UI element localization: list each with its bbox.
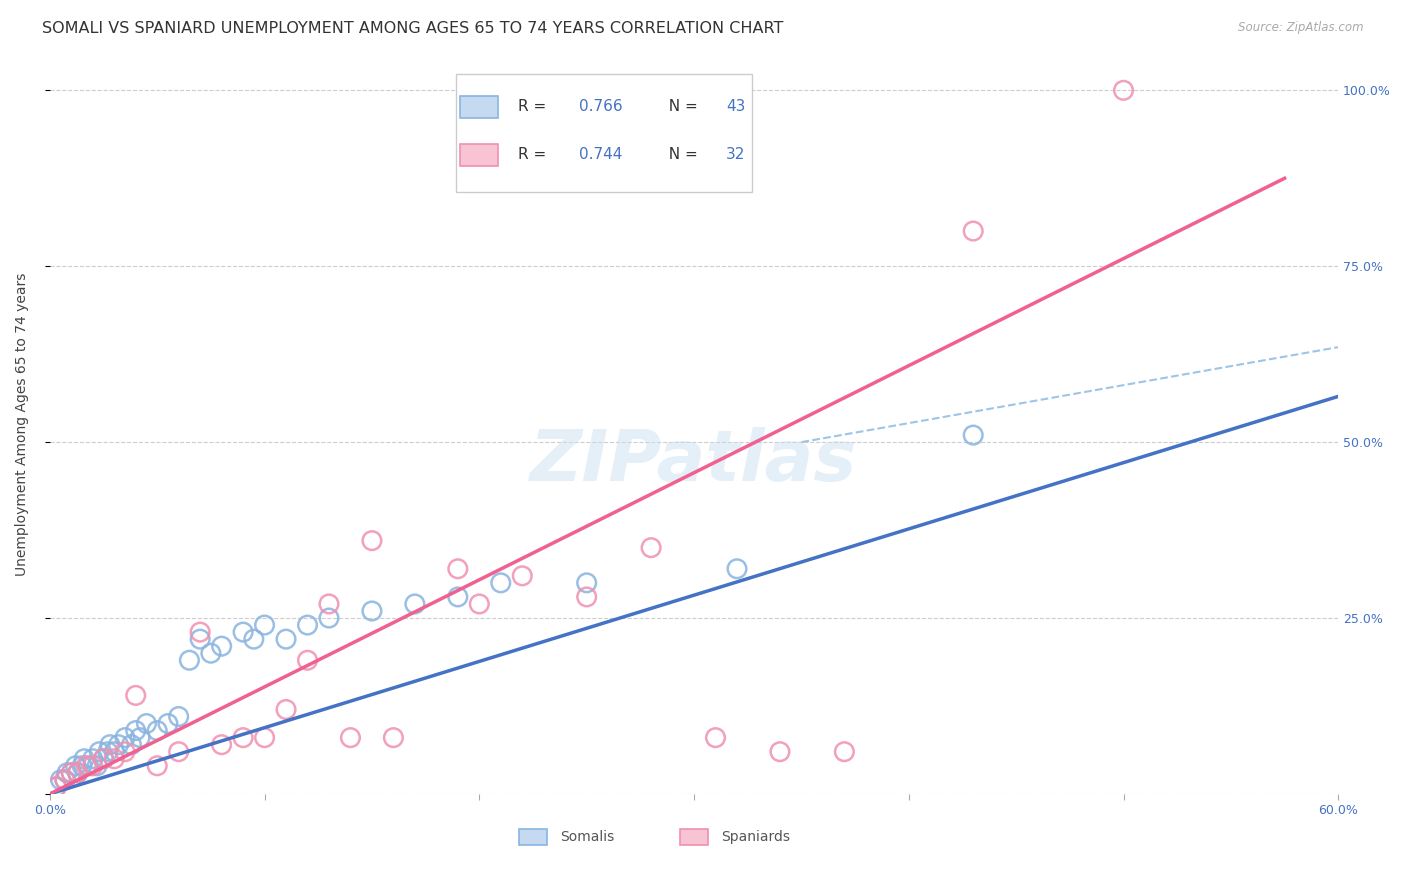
- Point: [156, 716, 179, 731]
- Point: [188, 625, 211, 640]
- Text: N =: N =: [659, 147, 703, 162]
- Point: [318, 611, 340, 625]
- Point: [232, 625, 254, 640]
- Point: [82, 752, 104, 766]
- Point: [114, 731, 136, 745]
- Point: [962, 224, 984, 238]
- Point: [382, 731, 405, 745]
- Point: [575, 590, 598, 604]
- Point: [232, 731, 254, 745]
- Point: [447, 590, 470, 604]
- Point: [167, 745, 190, 759]
- Point: [253, 618, 276, 632]
- Point: [339, 731, 361, 745]
- Point: [56, 765, 79, 780]
- Point: [45, 780, 67, 794]
- Point: [60, 765, 83, 780]
- Point: [146, 723, 169, 738]
- Point: [704, 731, 727, 745]
- Text: Somalis: Somalis: [560, 830, 614, 844]
- Point: [211, 738, 233, 752]
- Point: [103, 745, 125, 759]
- Point: [77, 759, 100, 773]
- Point: [211, 639, 233, 653]
- Text: 32: 32: [727, 147, 745, 162]
- Point: [135, 716, 157, 731]
- Point: [73, 752, 96, 766]
- Point: [49, 772, 72, 787]
- Bar: [456, 74, 752, 192]
- Point: [129, 731, 152, 745]
- Point: [640, 541, 662, 555]
- Bar: [681, 829, 709, 845]
- Text: N =: N =: [659, 99, 703, 114]
- Point: [86, 759, 108, 773]
- Bar: [460, 95, 498, 118]
- Point: [297, 653, 319, 667]
- Y-axis label: Unemployment Among Ages 65 to 74 years: Unemployment Among Ages 65 to 74 years: [15, 273, 30, 576]
- Point: [361, 533, 384, 548]
- Point: [89, 745, 111, 759]
- Text: R =: R =: [517, 99, 551, 114]
- Text: ZIPatlas: ZIPatlas: [530, 427, 858, 496]
- Point: [60, 765, 83, 780]
- Point: [179, 653, 201, 667]
- Point: [274, 632, 297, 647]
- Point: [93, 752, 115, 766]
- Point: [97, 745, 120, 759]
- Point: [70, 759, 93, 773]
- Text: 0.766: 0.766: [579, 99, 623, 114]
- Point: [253, 731, 276, 745]
- Point: [114, 745, 136, 759]
- Point: [65, 759, 87, 773]
- Point: [125, 723, 148, 738]
- Point: [107, 738, 129, 752]
- Point: [404, 597, 426, 611]
- Point: [66, 765, 89, 780]
- Point: [489, 575, 512, 590]
- Point: [200, 646, 222, 660]
- Point: [1112, 83, 1135, 97]
- Point: [66, 765, 89, 780]
- Point: [297, 618, 319, 632]
- Point: [318, 597, 340, 611]
- Point: [82, 759, 104, 773]
- Point: [146, 759, 169, 773]
- Text: Spaniards: Spaniards: [721, 830, 790, 844]
- Point: [120, 738, 142, 752]
- Point: [103, 752, 125, 766]
- Point: [75, 759, 97, 773]
- Bar: [519, 829, 547, 845]
- Point: [769, 745, 792, 759]
- Point: [510, 569, 533, 583]
- Text: 0.744: 0.744: [579, 147, 623, 162]
- Point: [125, 689, 148, 703]
- Point: [725, 562, 748, 576]
- Text: Source: ZipAtlas.com: Source: ZipAtlas.com: [1239, 21, 1364, 34]
- Point: [188, 632, 211, 647]
- Point: [834, 745, 856, 759]
- Bar: [460, 144, 498, 166]
- Point: [45, 780, 67, 794]
- Text: R =: R =: [517, 147, 551, 162]
- Point: [53, 772, 76, 787]
- Point: [98, 738, 121, 752]
- Point: [575, 575, 598, 590]
- Point: [167, 709, 190, 723]
- Point: [243, 632, 266, 647]
- Point: [962, 428, 984, 442]
- Point: [53, 772, 76, 787]
- Point: [447, 562, 470, 576]
- Text: 43: 43: [727, 99, 745, 114]
- Point: [361, 604, 384, 618]
- Point: [93, 752, 115, 766]
- Point: [274, 702, 297, 716]
- Point: [468, 597, 491, 611]
- Text: SOMALI VS SPANIARD UNEMPLOYMENT AMONG AGES 65 TO 74 YEARS CORRELATION CHART: SOMALI VS SPANIARD UNEMPLOYMENT AMONG AG…: [42, 21, 783, 36]
